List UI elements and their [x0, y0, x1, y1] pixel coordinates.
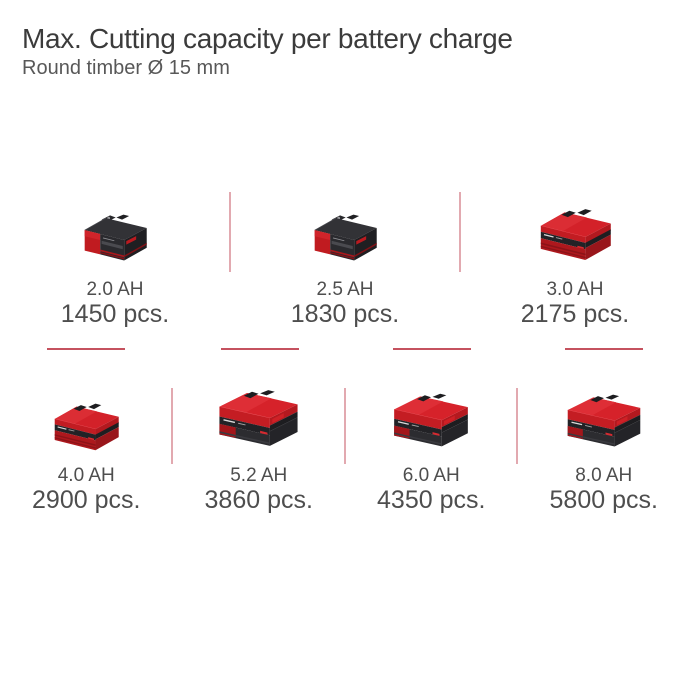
cutting-count-label: 3860 pcs. [204, 485, 313, 514]
battery-image [46, 397, 126, 454]
battery-capacity-label: 8.0 AH [575, 465, 633, 486]
battery-image [211, 384, 306, 454]
cutting-count-label: 1450 pcs. [60, 299, 170, 328]
battery-capacity-label: 2.5 AH [316, 279, 374, 300]
battery-capacity-label: 2.0 AH [86, 279, 144, 300]
battery-image-wrap [560, 386, 648, 458]
battery-item: 8.0 AH 5800 pcs. [518, 386, 690, 515]
horizontal-divider [221, 348, 299, 350]
battery-item: 6.0 AH 4350 pcs. [345, 386, 518, 515]
battery-capacity-label: 3.0 AH [546, 279, 604, 300]
vertical-divider [171, 388, 173, 464]
horizontal-divider [47, 348, 125, 350]
battery-item: 3.0 AH 2175 pcs. [460, 190, 690, 329]
battery-capacity-label: 4.0 AH [57, 465, 115, 486]
battery-image-wrap [46, 386, 126, 458]
battery-image [386, 388, 476, 454]
horizontal-divider [393, 348, 471, 350]
cutting-count-label: 5800 pcs. [549, 485, 658, 514]
battery-item: 2.0 AH 1450 pcs. [0, 190, 230, 329]
battery-image-wrap [386, 386, 476, 458]
vertical-divider [459, 192, 461, 272]
battery-item: 4.0 AH 2900 pcs. [0, 386, 173, 515]
battery-capacity-label: 5.2 AH [230, 465, 288, 486]
battery-capacity-label: 6.0 AH [402, 465, 460, 486]
battery-image [76, 209, 154, 264]
page-title: Max. Cutting capacity per battery charge [22, 23, 513, 54]
battery-image-wrap [76, 190, 154, 268]
battery-item: 5.2 AH 3860 pcs. [173, 386, 346, 515]
cutting-count-label: 1830 pcs. [290, 299, 400, 328]
page-subtitle: Round timber Ø 15 mm [22, 56, 230, 79]
battery-image [560, 389, 648, 454]
horizontal-divider [565, 348, 643, 350]
battery-image [306, 209, 384, 264]
battery-image [531, 202, 619, 264]
battery-image-wrap [211, 386, 306, 458]
battery-image-wrap [306, 190, 384, 268]
header: Max. Cutting capacity per battery charge… [22, 23, 513, 80]
cutting-count-label: 2900 pcs. [32, 485, 141, 514]
cutting-count-label: 4350 pcs. [377, 485, 486, 514]
vertical-divider [344, 388, 346, 464]
battery-row-bottom: 4.0 AH 2900 pcs. 5.2 AH 3860 pcs. 6.0 AH… [0, 386, 690, 515]
battery-row-top: 2.0 AH 1450 pcs. 2.5 AH 1830 pcs. 3.0 AH… [0, 190, 690, 329]
battery-image-wrap [531, 190, 619, 268]
cutting-count-label: 2175 pcs. [520, 299, 630, 328]
vertical-divider [229, 192, 231, 272]
battery-item: 2.5 AH 1830 pcs. [230, 190, 460, 329]
vertical-divider [516, 388, 518, 464]
